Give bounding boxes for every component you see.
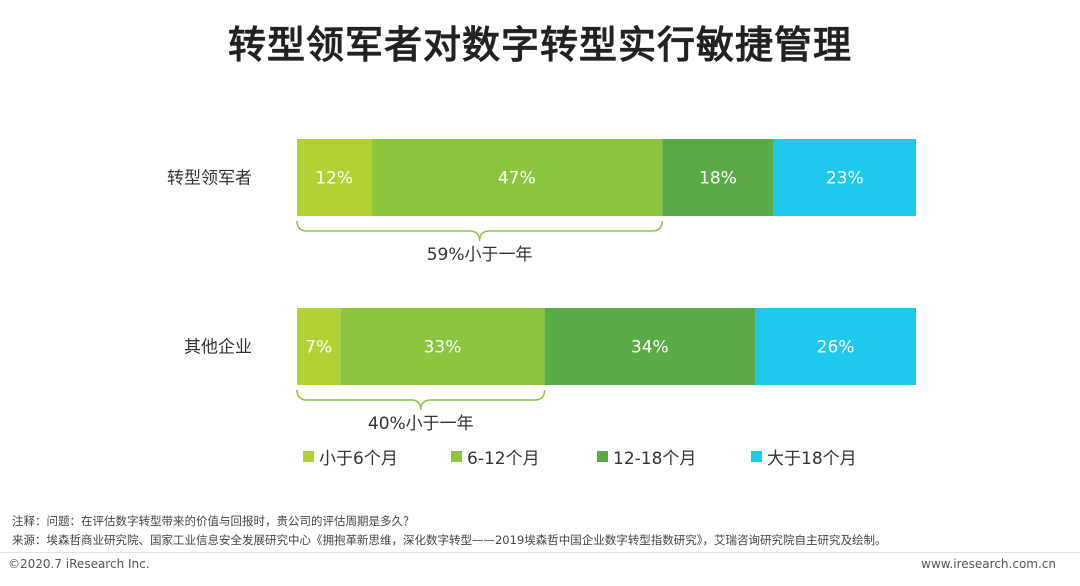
legend-swatch-gt18	[751, 450, 762, 462]
brace	[296, 389, 546, 411]
data-label: 12%	[315, 169, 353, 189]
legend-swatch-lt6	[303, 450, 314, 462]
bar-segment	[755, 308, 916, 385]
legend-label-12-18: 12-18个月	[613, 448, 697, 469]
legend-label-6-12: 6-12个月	[467, 448, 540, 469]
legend: 小于6个月 6-12个月 12-18个月 大于18个月	[303, 443, 857, 469]
legend-item-6-12: 6-12个月	[451, 444, 597, 469]
note-question: 注释：问题：在评估数字转型带来的价值与回报时，贵公司的评估周期是多久？	[12, 514, 415, 528]
chart-title: 转型领军者对数字转型实行敏捷管理	[227, 23, 852, 67]
legend-swatch-6-12	[451, 450, 462, 462]
annotation-label: 40%小于一年	[368, 414, 474, 434]
legend-item-lt6: 小于6个月	[303, 444, 451, 469]
bar-segment	[297, 308, 341, 385]
data-label: 18%	[699, 169, 737, 189]
bar-segment	[371, 139, 663, 216]
footer-copyright: ©2020.7 iResearch Inc.	[8, 557, 150, 571]
footer-divider	[0, 552, 1080, 553]
category-label: 转型领军者	[167, 169, 252, 189]
footer-website: www.iresearch.com.cn	[921, 557, 1056, 571]
data-label: 26%	[817, 338, 855, 358]
annotation-label: 59%小于一年	[427, 245, 533, 265]
bar-segment	[340, 308, 545, 385]
data-label: 33%	[424, 338, 462, 358]
legend-swatch-12-18	[597, 450, 608, 462]
note-source: 来源：埃森哲商业研究院、国家工业信息安全发展研究中心《拥抱革新思维，深化数字转型…	[12, 533, 887, 547]
data-label: 7%	[305, 338, 332, 358]
legend-item-gt18: 大于18个月	[751, 444, 857, 469]
notes: 注释：问题：在评估数字转型带来的价值与回报时，贵公司的评估周期是多久？ 来源：埃…	[12, 512, 887, 550]
data-label: 23%	[826, 169, 864, 189]
category-label: 其他企业	[184, 338, 252, 358]
bar-segment	[544, 308, 756, 385]
legend-label-lt6: 小于6个月	[319, 448, 398, 469]
data-label: 47%	[498, 169, 536, 189]
bar-segment	[773, 139, 916, 216]
data-label: 34%	[631, 338, 669, 358]
bar-segment	[662, 139, 774, 216]
legend-label-gt18: 大于18个月	[767, 448, 857, 469]
bar-segment	[297, 139, 372, 216]
brace	[296, 220, 663, 242]
legend-item-12-18: 12-18个月	[597, 444, 751, 469]
